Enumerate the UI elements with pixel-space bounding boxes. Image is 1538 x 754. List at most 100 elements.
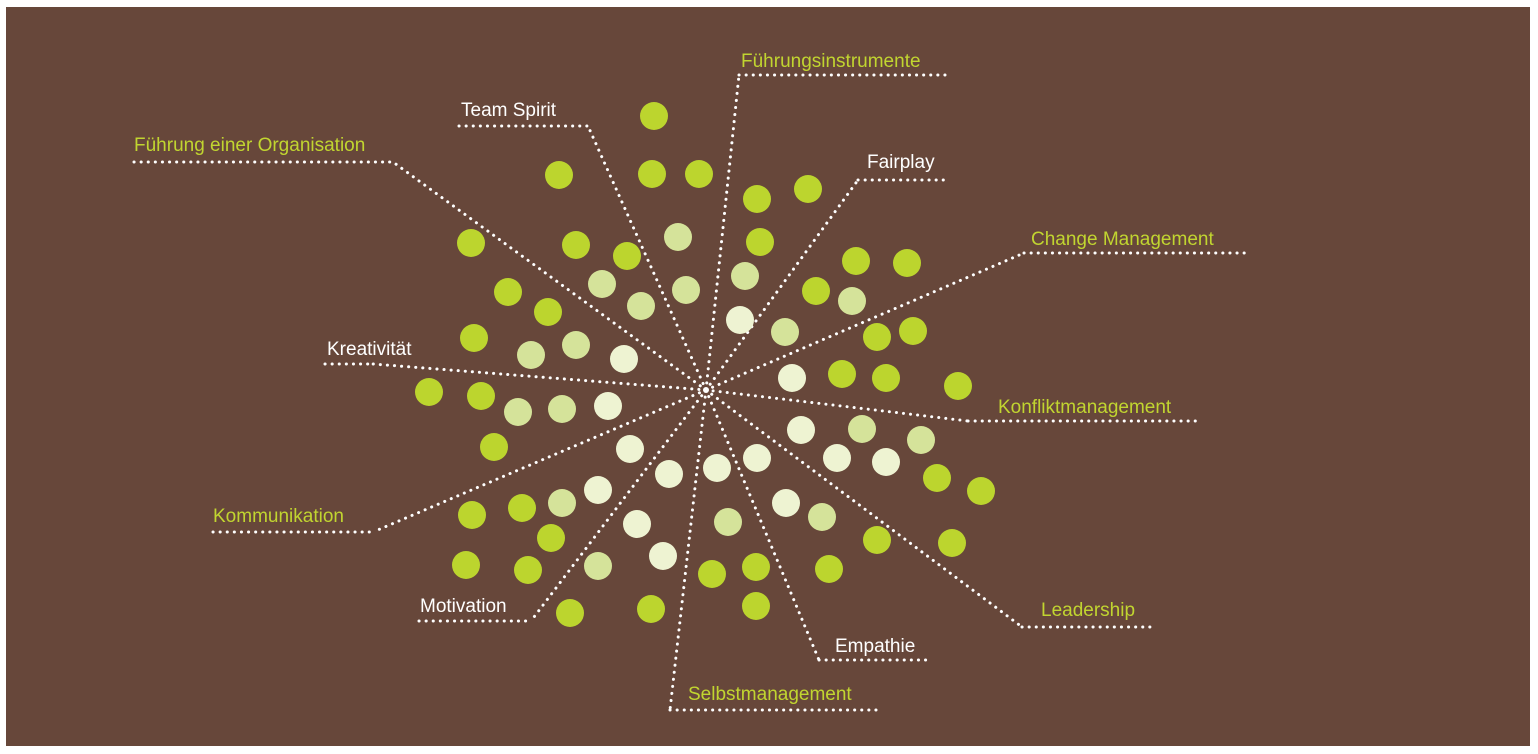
connector-konfliktmanagement [704, 388, 970, 423]
dot [537, 524, 565, 552]
label-leadership: Leadership [1041, 600, 1135, 621]
dot [517, 341, 545, 369]
dot [562, 331, 590, 359]
dot [893, 249, 921, 277]
label-team-spirit: Team Spirit [461, 100, 557, 121]
dot [848, 415, 876, 443]
label-kommunikation: Kommunikation [213, 506, 344, 527]
frame-notch [1490, 0, 1538, 7]
connector-change-management [704, 251, 1026, 392]
connector-team-spirit [586, 124, 708, 392]
dot [638, 160, 666, 188]
dot [584, 476, 612, 504]
dot [743, 444, 771, 472]
label-fuehrung-einer-organisation: Führung einer Organisation [134, 135, 365, 156]
label-kreativitaet: Kreativität [327, 339, 412, 360]
dot [458, 501, 486, 529]
dot [548, 395, 576, 423]
connector-lines [132, 73, 1248, 712]
dot [534, 298, 562, 326]
dot [613, 242, 641, 270]
dot [698, 560, 726, 588]
dot [772, 489, 800, 517]
hub-center [703, 387, 709, 393]
dot [899, 317, 927, 345]
dot [907, 426, 935, 454]
dot [640, 102, 668, 130]
dot [588, 270, 616, 298]
dot [731, 262, 759, 290]
dot [808, 503, 836, 531]
label-fuehrungsinstrumente: Führungsinstrumente [741, 51, 921, 72]
dot [703, 454, 731, 482]
dot [726, 306, 754, 334]
dot-cloud [415, 102, 995, 627]
dot [655, 460, 683, 488]
dot [938, 529, 966, 557]
dot [562, 231, 590, 259]
dot [584, 552, 612, 580]
dot [771, 318, 799, 346]
dot [802, 277, 830, 305]
connector-selbstmanagement [668, 388, 708, 712]
connector-leadership [704, 388, 1024, 629]
dot [610, 345, 638, 373]
dot [494, 278, 522, 306]
label-empathie: Empathie [835, 636, 915, 657]
dot [863, 526, 891, 554]
diagram-background [6, 7, 1530, 746]
dot [714, 508, 742, 536]
dot [685, 160, 713, 188]
connector-kreativitaet [371, 362, 708, 392]
connector-fuehrungsinstrumente [704, 73, 741, 392]
dot [823, 444, 851, 472]
dot [627, 292, 655, 320]
dot [923, 464, 951, 492]
dot [838, 287, 866, 315]
dot [616, 435, 644, 463]
label-change-management: Change Management [1031, 229, 1214, 250]
dot [815, 555, 843, 583]
label-selbstmanagement: Selbstmanagement [688, 684, 852, 705]
dot [548, 489, 576, 517]
dot [787, 416, 815, 444]
dot [637, 595, 665, 623]
dot [742, 592, 770, 620]
dot [944, 372, 972, 400]
label-motivation: Motivation [420, 596, 507, 617]
dot [508, 494, 536, 522]
dot [594, 392, 622, 420]
labels: Führungsinstrumente Team Spirit Führung … [134, 51, 1214, 705]
dot [556, 599, 584, 627]
dot [623, 510, 651, 538]
dot [967, 477, 995, 505]
dot [514, 556, 542, 584]
dot [778, 364, 806, 392]
label-fairplay: Fairplay [867, 152, 935, 173]
label-konfliktmanagement: Konfliktmanagement [998, 397, 1172, 418]
dot [460, 324, 488, 352]
dot [872, 364, 900, 392]
dot [664, 223, 692, 251]
dot [457, 229, 485, 257]
dot [545, 161, 573, 189]
connector-fairplay [704, 178, 860, 392]
connector-empathie [704, 388, 821, 662]
dot [467, 382, 495, 410]
dot [743, 185, 771, 213]
dot [828, 360, 856, 388]
dot [672, 276, 700, 304]
dot [842, 247, 870, 275]
dot [742, 553, 770, 581]
dot [452, 551, 480, 579]
dot [746, 228, 774, 256]
dot [504, 398, 532, 426]
dot [863, 323, 891, 351]
dot [649, 542, 677, 570]
dot [480, 433, 508, 461]
dot [415, 378, 443, 406]
dot [872, 448, 900, 476]
dot [794, 175, 822, 203]
